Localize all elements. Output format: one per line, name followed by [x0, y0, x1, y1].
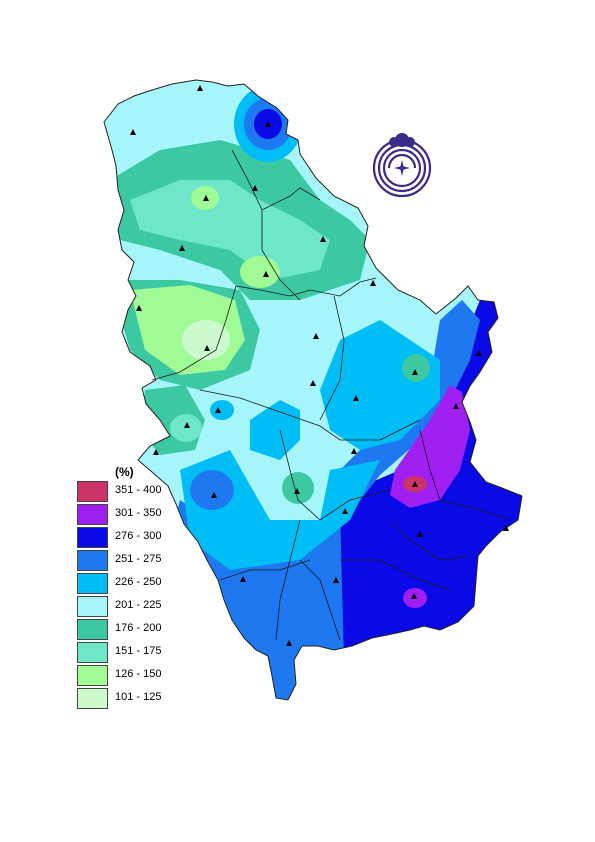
triangle-icon [411, 593, 417, 599]
legend-range-label: 176 - 200 [115, 622, 162, 634]
legend-range-label: 301 - 350 [115, 507, 162, 519]
legend-row: 351 - 400 [77, 481, 197, 504]
region-borders [151, 149, 511, 641]
legend-swatch [77, 573, 108, 594]
legend-classes: 351 - 400 301 - 350 276 - 300 251 - 275 226 … [77, 481, 197, 711]
triangle-icon [310, 380, 316, 386]
triangle-icon [153, 449, 159, 455]
triangle-icon [179, 245, 185, 251]
legend-row: 126 - 150 [77, 665, 197, 688]
triangle-icon [130, 129, 136, 135]
legend-swatch [77, 665, 108, 686]
triangle-icon [476, 350, 482, 356]
legend-range-label: 201 - 225 [115, 599, 162, 611]
map-legend: (%) 351 - 400 301 - 350 276 - 300 251 - 275… [77, 463, 197, 711]
legend-row: 201 - 225 [77, 596, 197, 619]
legend-row: 101 - 125 [77, 688, 197, 711]
legend-swatch [77, 481, 108, 502]
triangle-icon [263, 271, 269, 277]
triangle-icon [265, 121, 271, 127]
triangle-icon [294, 488, 300, 494]
triangle-icon [136, 305, 142, 311]
triangle-icon [412, 369, 418, 375]
triangle-icon [412, 481, 418, 487]
legend-swatch [77, 619, 108, 640]
legend-swatch [77, 550, 108, 571]
triangle-icon [320, 236, 326, 242]
legend-swatch [77, 642, 108, 663]
legend-row: 151 - 175 [77, 642, 197, 665]
triangle-icon [313, 333, 319, 339]
legend-range-label: 151 - 175 [115, 645, 162, 657]
triangle-icon [184, 422, 190, 428]
legend-range-label: 126 - 150 [115, 668, 162, 680]
triangle-icon [215, 407, 221, 413]
legend-swatch [77, 688, 108, 709]
triangle-icon [353, 395, 359, 401]
legend-range-label: 351 - 400 [115, 484, 162, 496]
triangle-icon [342, 508, 348, 514]
legend-swatch [77, 504, 108, 525]
triangle-icon [286, 640, 292, 646]
triangle-icon [370, 280, 376, 286]
triangle-icon [333, 577, 339, 583]
legend-range-label: 226 - 250 [115, 576, 162, 588]
triangle-icon [351, 448, 357, 454]
legend-swatch [77, 527, 108, 548]
legend-swatch [77, 596, 108, 617]
legend-row: 301 - 350 [77, 504, 197, 527]
hydrometeorological-service-logo-icon [372, 133, 432, 198]
triangle-icon [417, 531, 423, 537]
triangle-icon [240, 576, 246, 582]
triangle-icon [204, 345, 210, 351]
legend-row: 251 - 275 [77, 550, 197, 573]
triangle-icon [197, 85, 203, 91]
legend-unit: (%) [115, 465, 134, 479]
triangle-icon [453, 403, 459, 409]
station-markers [130, 85, 509, 646]
triangle-icon [211, 492, 217, 498]
legend-row: 226 - 250 [77, 573, 197, 596]
legend-row: 276 - 300 [77, 527, 197, 550]
triangle-icon [252, 185, 258, 191]
triangle-icon [503, 525, 509, 531]
legend-range-label: 276 - 300 [115, 530, 162, 542]
triangle-icon [203, 195, 209, 201]
legend-range-label: 101 - 125 [115, 691, 162, 703]
legend-row: 176 - 200 [77, 619, 197, 642]
legend-range-label: 251 - 275 [115, 553, 162, 565]
